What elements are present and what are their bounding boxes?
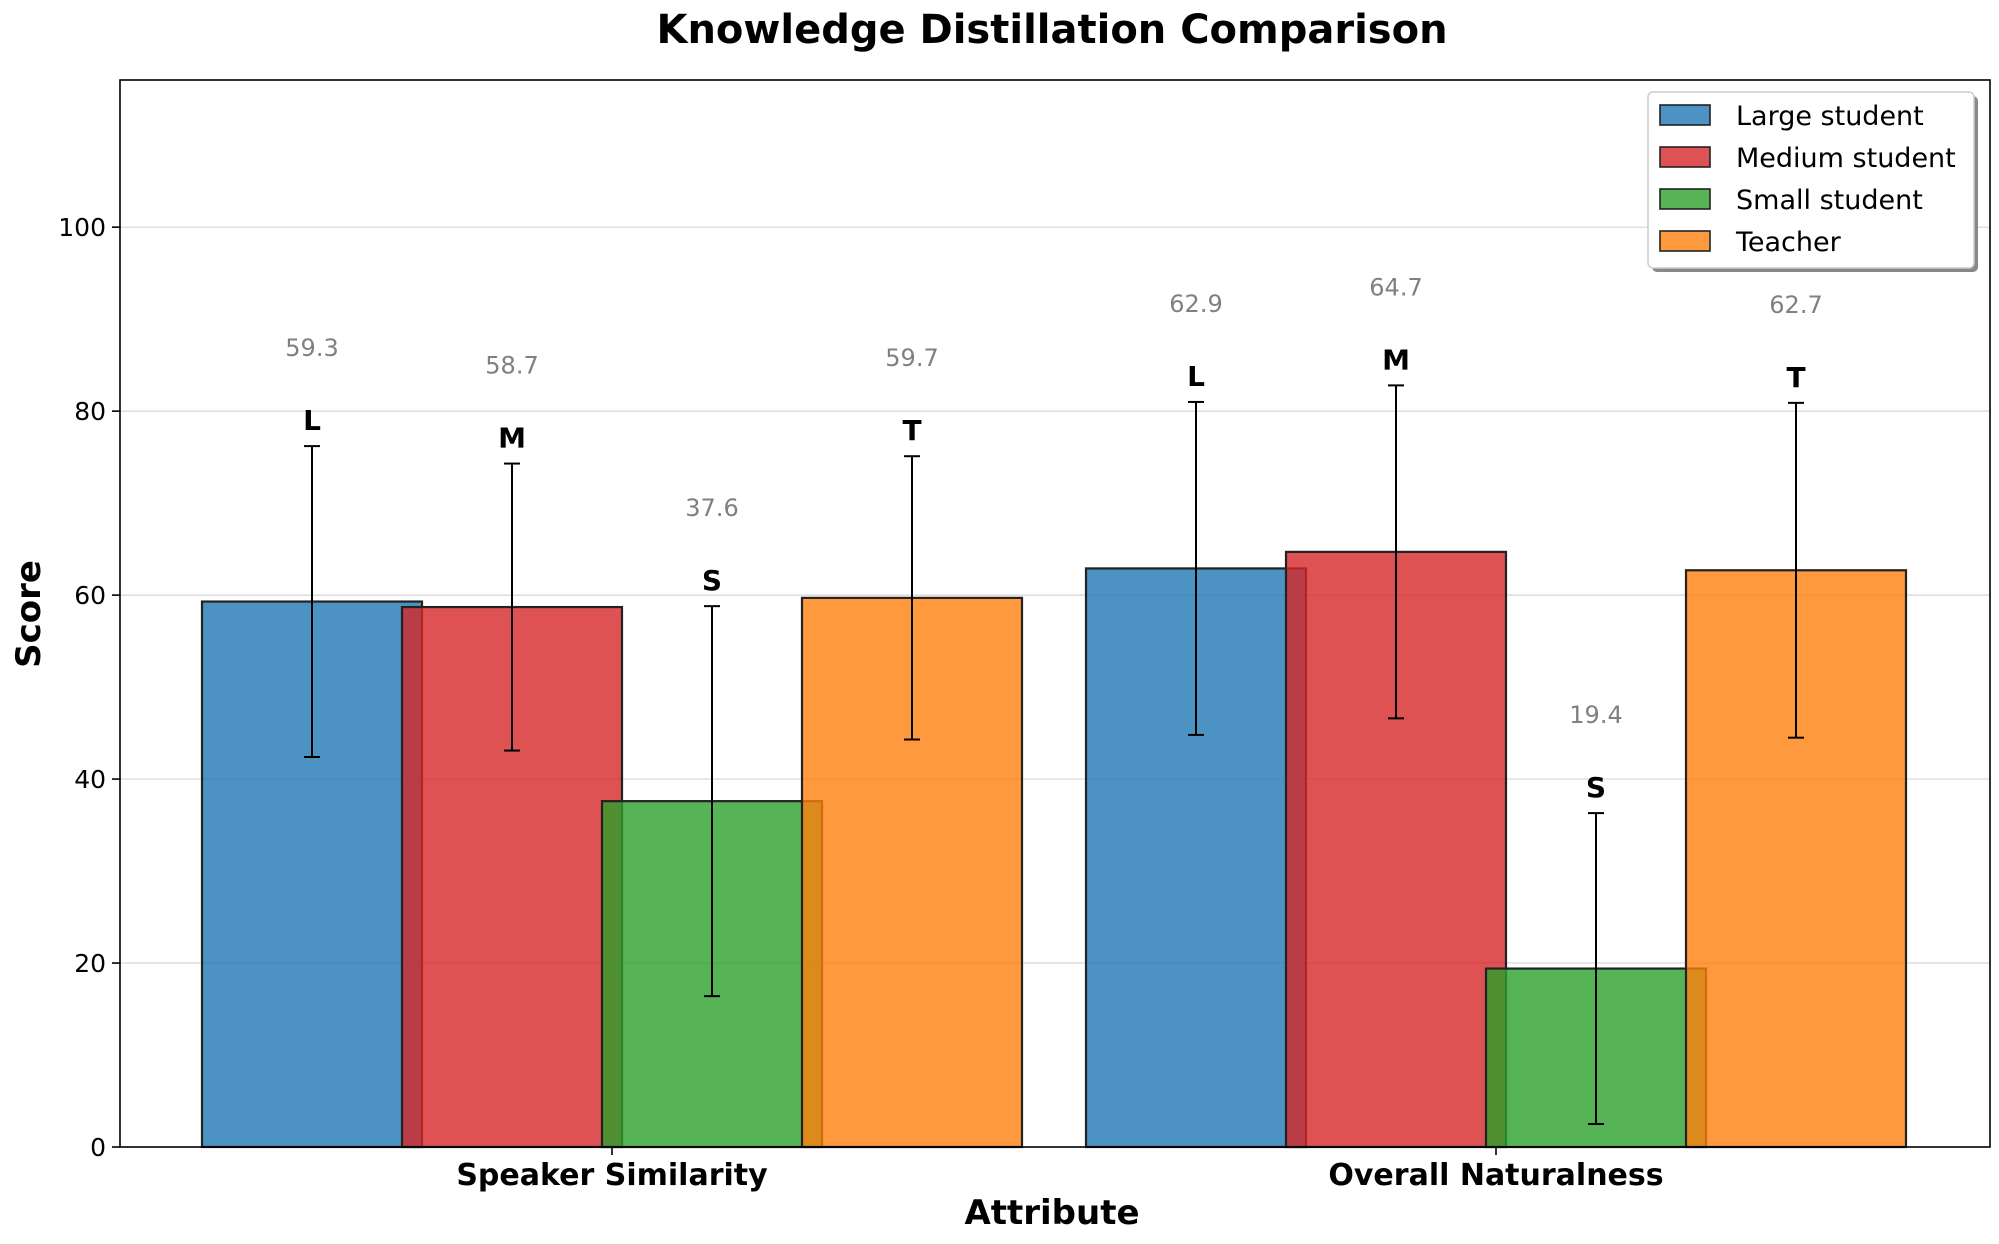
legend-entry: Medium student	[1736, 143, 1956, 174]
legend-box	[1647, 91, 1975, 269]
x-tick-label: Overall Naturalness	[1328, 1158, 1663, 1193]
legend-entry: Teacher	[1735, 227, 1842, 258]
bar-value-label: 62.7	[1769, 291, 1822, 319]
x-tick-label: Speaker Similarity	[456, 1158, 768, 1193]
bar-letter-label: T	[1786, 361, 1805, 394]
bar-value-label: 19.4	[1569, 701, 1622, 729]
bar-value-label: 62.9	[1169, 290, 1222, 318]
legend-swatch	[1659, 188, 1711, 210]
chart-title: Knowledge Distillation Comparison	[656, 7, 1447, 53]
bar-letter-label: S	[1586, 771, 1606, 804]
bar-value-label: 37.6	[685, 494, 738, 522]
y-tick-label: 60	[74, 581, 106, 610]
y-axis-title: Score	[9, 560, 49, 668]
legend-swatch	[1659, 104, 1711, 126]
bar-letter-label: L	[303, 404, 321, 437]
y-tick-label: 0	[90, 1133, 106, 1162]
bar-letter-label: L	[1187, 360, 1205, 393]
plot-area	[119, 79, 1991, 1148]
bar-value-label: 64.7	[1369, 273, 1422, 301]
legend-swatch	[1659, 146, 1711, 168]
bar-letter-label: S	[702, 564, 722, 597]
legend-entry: Small student	[1736, 185, 1923, 216]
bar-value-label: 59.3	[285, 334, 338, 362]
x-axis-title: Attribute	[964, 1193, 1139, 1233]
bar-value-label: 59.7	[885, 344, 938, 372]
bar-letter-label: T	[902, 414, 921, 447]
bar-value-label: 58.7	[485, 352, 538, 380]
bar-letter-label: M	[1382, 343, 1410, 376]
y-tick-label: 40	[74, 765, 106, 794]
y-tick-label: 100	[58, 213, 106, 242]
bar-letter-label: M	[498, 422, 526, 455]
bar-t	[800, 596, 1024, 1149]
legend-entry: Large student	[1736, 101, 1924, 132]
legend: Large student Medium student Small student…	[1647, 91, 1978, 272]
y-tick-label: 80	[74, 397, 106, 426]
legend-swatch	[1659, 230, 1711, 252]
y-tick-label: 20	[74, 949, 106, 978]
